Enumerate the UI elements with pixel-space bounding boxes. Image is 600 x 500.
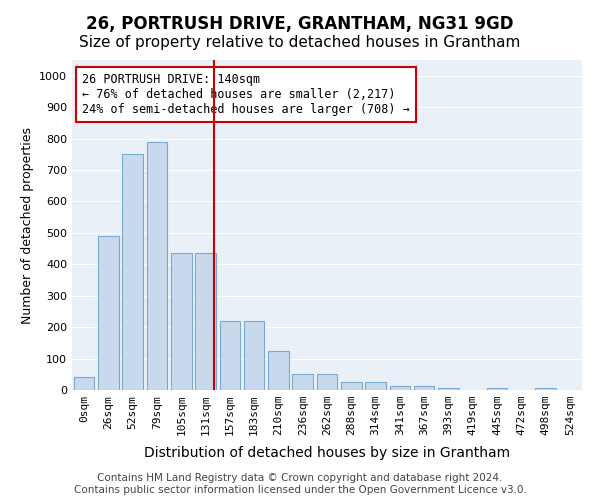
Text: Size of property relative to detached houses in Grantham: Size of property relative to detached ho…: [79, 35, 521, 50]
Bar: [487, 388, 508, 390]
Bar: [438, 388, 459, 390]
Bar: [220, 321, 240, 390]
Text: Contains HM Land Registry data © Crown copyright and database right 2024.
Contai: Contains HM Land Registry data © Crown c…: [74, 474, 526, 495]
Bar: [365, 382, 386, 390]
Bar: [268, 350, 289, 390]
Bar: [292, 374, 313, 390]
Bar: [535, 388, 556, 390]
Bar: [389, 386, 410, 390]
Text: 26, PORTRUSH DRIVE, GRANTHAM, NG31 9GD: 26, PORTRUSH DRIVE, GRANTHAM, NG31 9GD: [86, 15, 514, 33]
Bar: [317, 374, 337, 390]
Bar: [98, 236, 119, 390]
Y-axis label: Number of detached properties: Number of detached properties: [20, 126, 34, 324]
Bar: [171, 254, 191, 390]
Bar: [414, 386, 434, 390]
X-axis label: Distribution of detached houses by size in Grantham: Distribution of detached houses by size …: [144, 446, 510, 460]
Text: 26 PORTRUSH DRIVE: 140sqm
← 76% of detached houses are smaller (2,217)
24% of se: 26 PORTRUSH DRIVE: 140sqm ← 76% of detac…: [82, 73, 410, 116]
Bar: [195, 254, 216, 390]
Bar: [146, 142, 167, 390]
Bar: [244, 321, 265, 390]
Bar: [341, 382, 362, 390]
Bar: [74, 378, 94, 390]
Bar: [122, 154, 143, 390]
